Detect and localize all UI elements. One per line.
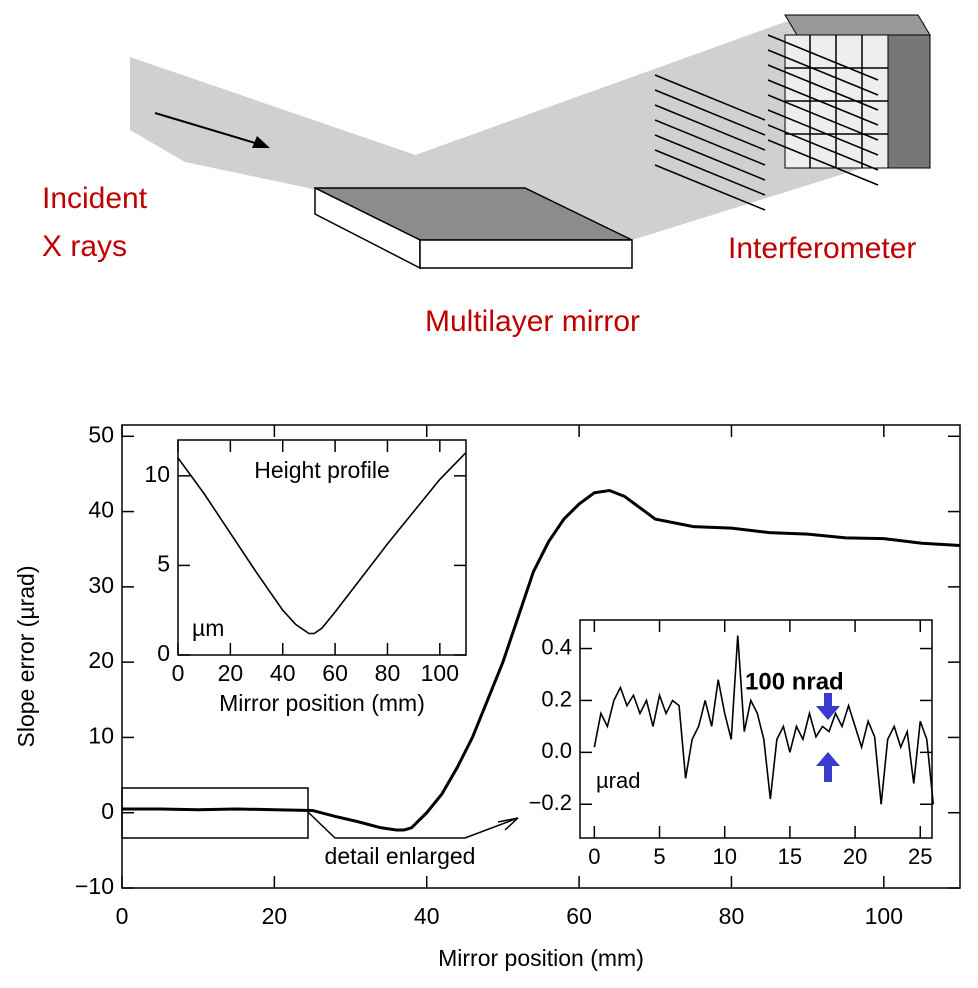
y-tick-label: 5 xyxy=(157,550,170,576)
annotation: Height profile xyxy=(254,457,390,483)
x-tick-label: 20 xyxy=(843,844,867,869)
x-tick-label: 0 xyxy=(172,660,185,686)
diagram-label: Incident xyxy=(42,182,148,215)
y-axis-title: Slope error (µrad) xyxy=(13,566,39,748)
y-tick-label: −10 xyxy=(75,873,114,899)
x-tick-label: 15 xyxy=(778,844,802,869)
x-tick-label: 5 xyxy=(653,844,665,869)
y-tick-label: 40 xyxy=(88,497,114,523)
y-tick-label: 0.2 xyxy=(541,686,572,711)
annotation: µrad xyxy=(596,768,640,793)
mirror-front xyxy=(420,240,632,268)
interferometer-side xyxy=(888,35,930,168)
y-tick-label: 10 xyxy=(88,723,114,749)
figure: Incident X rays Interferometer Multilaye… xyxy=(0,0,978,988)
diagram-label: Interferometer xyxy=(728,232,916,265)
x-tick-label: 20 xyxy=(262,903,288,929)
x-tick-label: 60 xyxy=(566,903,592,929)
x-tick-label: 0 xyxy=(116,903,129,929)
x-tick-label: 60 xyxy=(322,660,348,686)
x-tick-label: 10 xyxy=(712,844,736,869)
annotation: detail enlarged xyxy=(325,843,476,869)
y-tick-label: −0.2 xyxy=(529,790,572,815)
plot-frame xyxy=(580,620,932,838)
diagram-label: Multilayer mirror xyxy=(425,305,640,338)
x-tick-label: 80 xyxy=(719,903,745,929)
y-tick-label: 0 xyxy=(101,798,114,824)
annotation: 100 nrad xyxy=(745,668,844,695)
x-tick-label: 40 xyxy=(270,660,296,686)
x-tick-label: 100 xyxy=(865,903,903,929)
x-tick-label: 40 xyxy=(414,903,440,929)
y-tick-label: 20 xyxy=(88,647,114,673)
x-tick-label: 25 xyxy=(908,844,932,869)
y-tick-label: 0.4 xyxy=(541,634,572,659)
annotation: µm xyxy=(192,615,224,641)
y-tick-label: 0.0 xyxy=(541,738,572,763)
diagram-label: X rays xyxy=(42,230,127,263)
x-tick-label: 20 xyxy=(218,660,244,686)
x-tick-label: 100 xyxy=(421,660,459,686)
x-tick-label: 0 xyxy=(588,844,600,869)
diagram: Incident X rays Interferometer Multilaye… xyxy=(42,15,930,338)
y-tick-label: 50 xyxy=(88,421,114,447)
y-tick-label: 30 xyxy=(88,572,114,598)
interferometer-top xyxy=(785,15,930,35)
x-tick-label: 80 xyxy=(375,660,401,686)
y-tick-label: 10 xyxy=(144,461,170,487)
y-tick-label: 0 xyxy=(157,640,170,666)
x-axis-title: Mirror position (mm) xyxy=(438,945,644,971)
x-axis-title: Mirror position (mm) xyxy=(219,690,425,716)
